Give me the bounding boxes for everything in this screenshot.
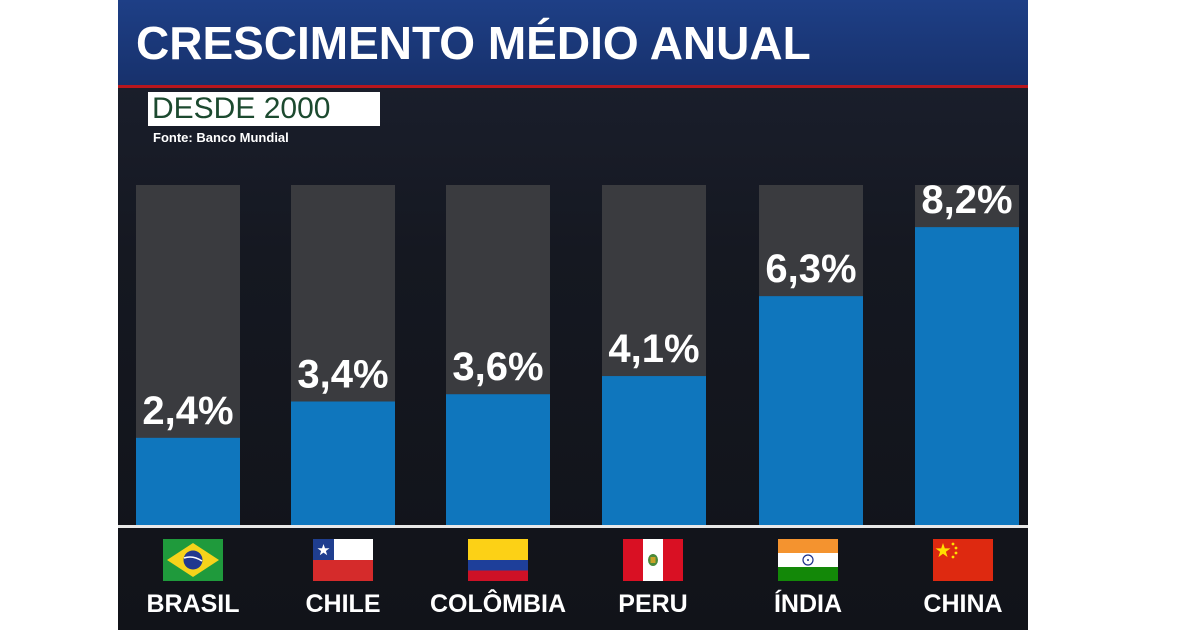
data-label: 4,1% xyxy=(608,327,699,371)
colombia-flag-icon xyxy=(468,539,528,581)
category-colombia: COLÔMBIA xyxy=(423,528,573,630)
bar xyxy=(602,376,706,525)
baseline-axis xyxy=(118,525,1028,528)
chart-title: CRESCIMENTO MÉDIO ANUAL xyxy=(136,17,811,69)
bar xyxy=(759,296,863,525)
category-label: PERU xyxy=(618,590,688,618)
category-chile: CHILE xyxy=(268,528,418,630)
chart-subtitle: DESDE 2000 xyxy=(152,92,331,125)
category-label: BRASIL xyxy=(146,590,240,618)
bar xyxy=(136,437,240,525)
chart-panel: CRESCIMENTO MÉDIO ANUAL DESDE 2000 Fonte… xyxy=(118,0,1028,630)
category-india: ÍNDIA xyxy=(733,528,883,630)
bar xyxy=(446,394,550,525)
category-axis: BRASIL CHILE COLÔMBIA xyxy=(118,528,1028,630)
category-label: ÍNDIA xyxy=(773,590,843,618)
chile-flag-icon xyxy=(313,539,373,581)
data-label: 6,3% xyxy=(765,247,856,291)
data-label: 3,6% xyxy=(452,345,543,389)
peru-flag-icon xyxy=(623,539,683,581)
category-label: CHINA xyxy=(923,590,1003,618)
accent-rule xyxy=(118,85,1028,88)
category-label: CHILE xyxy=(305,590,381,618)
category-china: CHINA xyxy=(888,528,1028,630)
india-flag-icon xyxy=(778,539,838,581)
subtitle-box: DESDE 2000 xyxy=(148,92,380,126)
data-label: 2,4% xyxy=(142,389,233,433)
category-peru: PERU xyxy=(578,528,728,630)
data-label: 3,4% xyxy=(297,352,388,396)
bar-chart: 2,4% 3,4% 3,6% 4,1% 6,3% 8,2% xyxy=(118,178,1028,528)
source-note: Fonte: Banco Mundial xyxy=(153,130,289,145)
china-flag-icon xyxy=(933,539,993,581)
title-bar: CRESCIMENTO MÉDIO ANUAL xyxy=(118,0,1028,85)
category-brasil: BRASIL xyxy=(118,528,268,630)
brazil-flag-icon xyxy=(163,539,223,581)
bar xyxy=(291,401,395,525)
data-label: 8,2% xyxy=(921,178,1012,222)
bar xyxy=(915,227,1019,525)
category-label: COLÔMBIA xyxy=(429,590,567,618)
